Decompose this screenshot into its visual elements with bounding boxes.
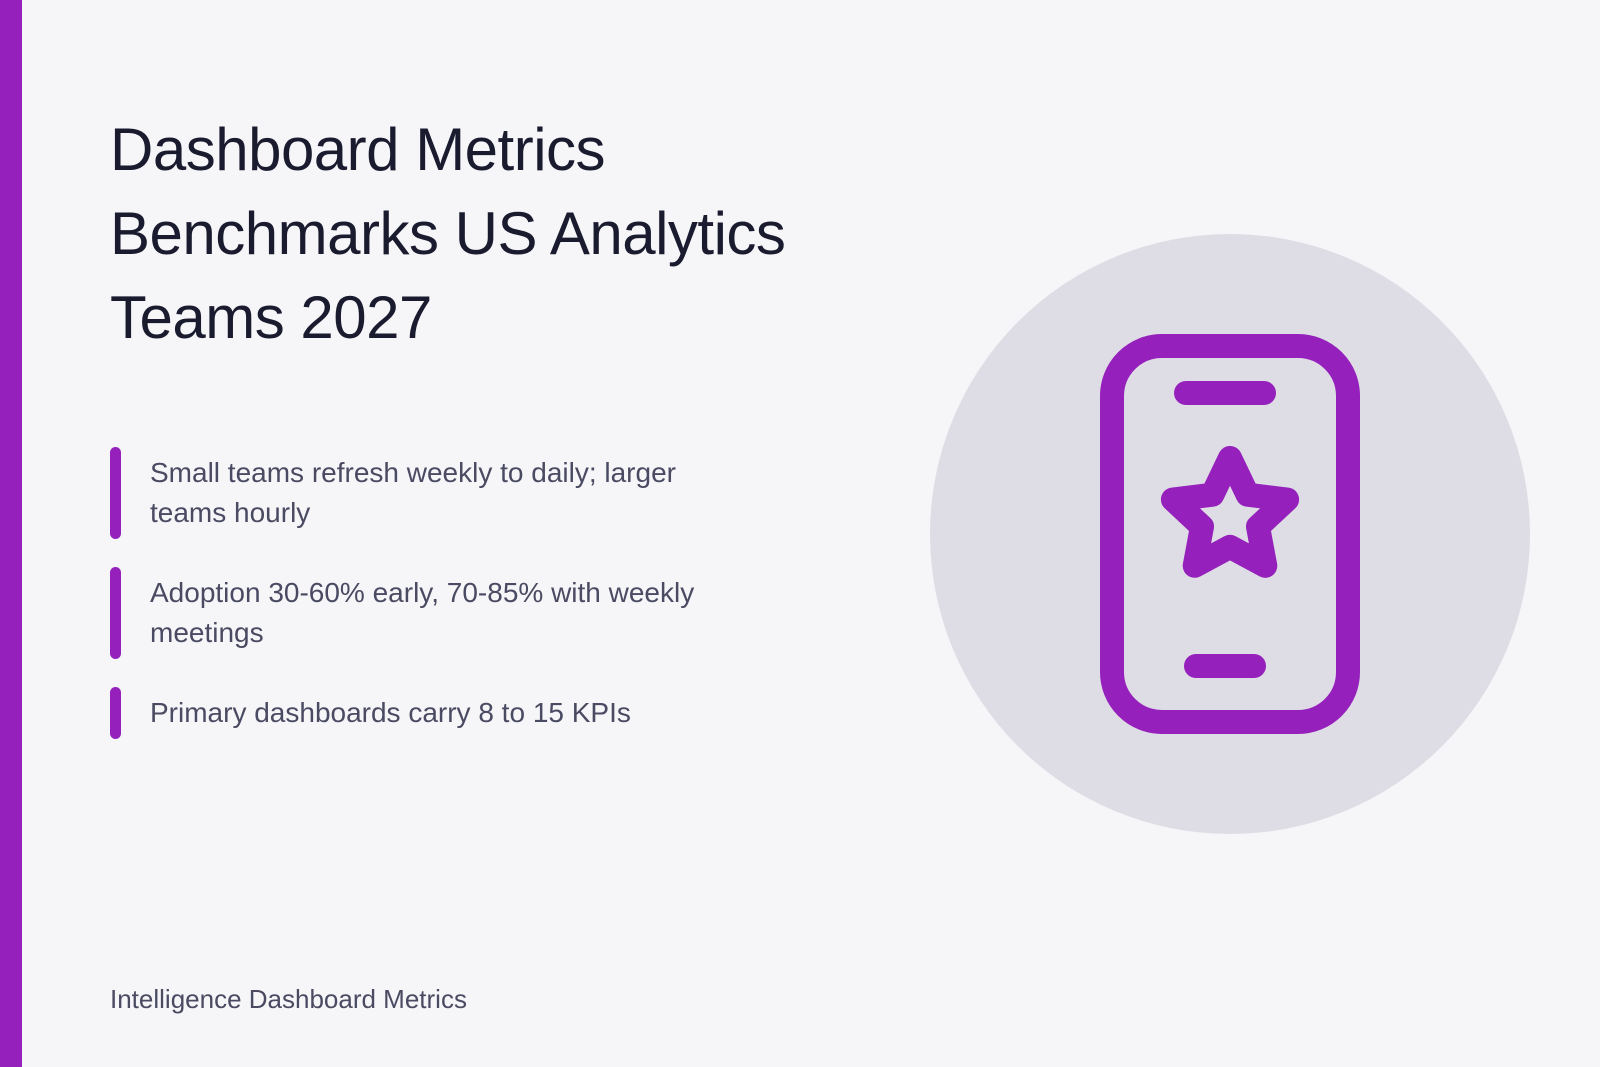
bullet-list: Small teams refresh weekly to daily; lar… xyxy=(110,447,750,773)
bullet-item: Small teams refresh weekly to daily; lar… xyxy=(110,447,750,539)
slide-title: Dashboard Metrics Benchmarks US Analytic… xyxy=(110,116,786,351)
smartphone-star-icon xyxy=(1100,334,1360,734)
bullet-item: Adoption 30-60% early, 70-85% with weekl… xyxy=(110,567,750,659)
accent-bar xyxy=(0,0,22,1067)
footer-text: Intelligence Dashboard Metrics xyxy=(110,984,467,1014)
bullet-item: Primary dashboards carry 8 to 15 KPIs xyxy=(110,687,750,739)
